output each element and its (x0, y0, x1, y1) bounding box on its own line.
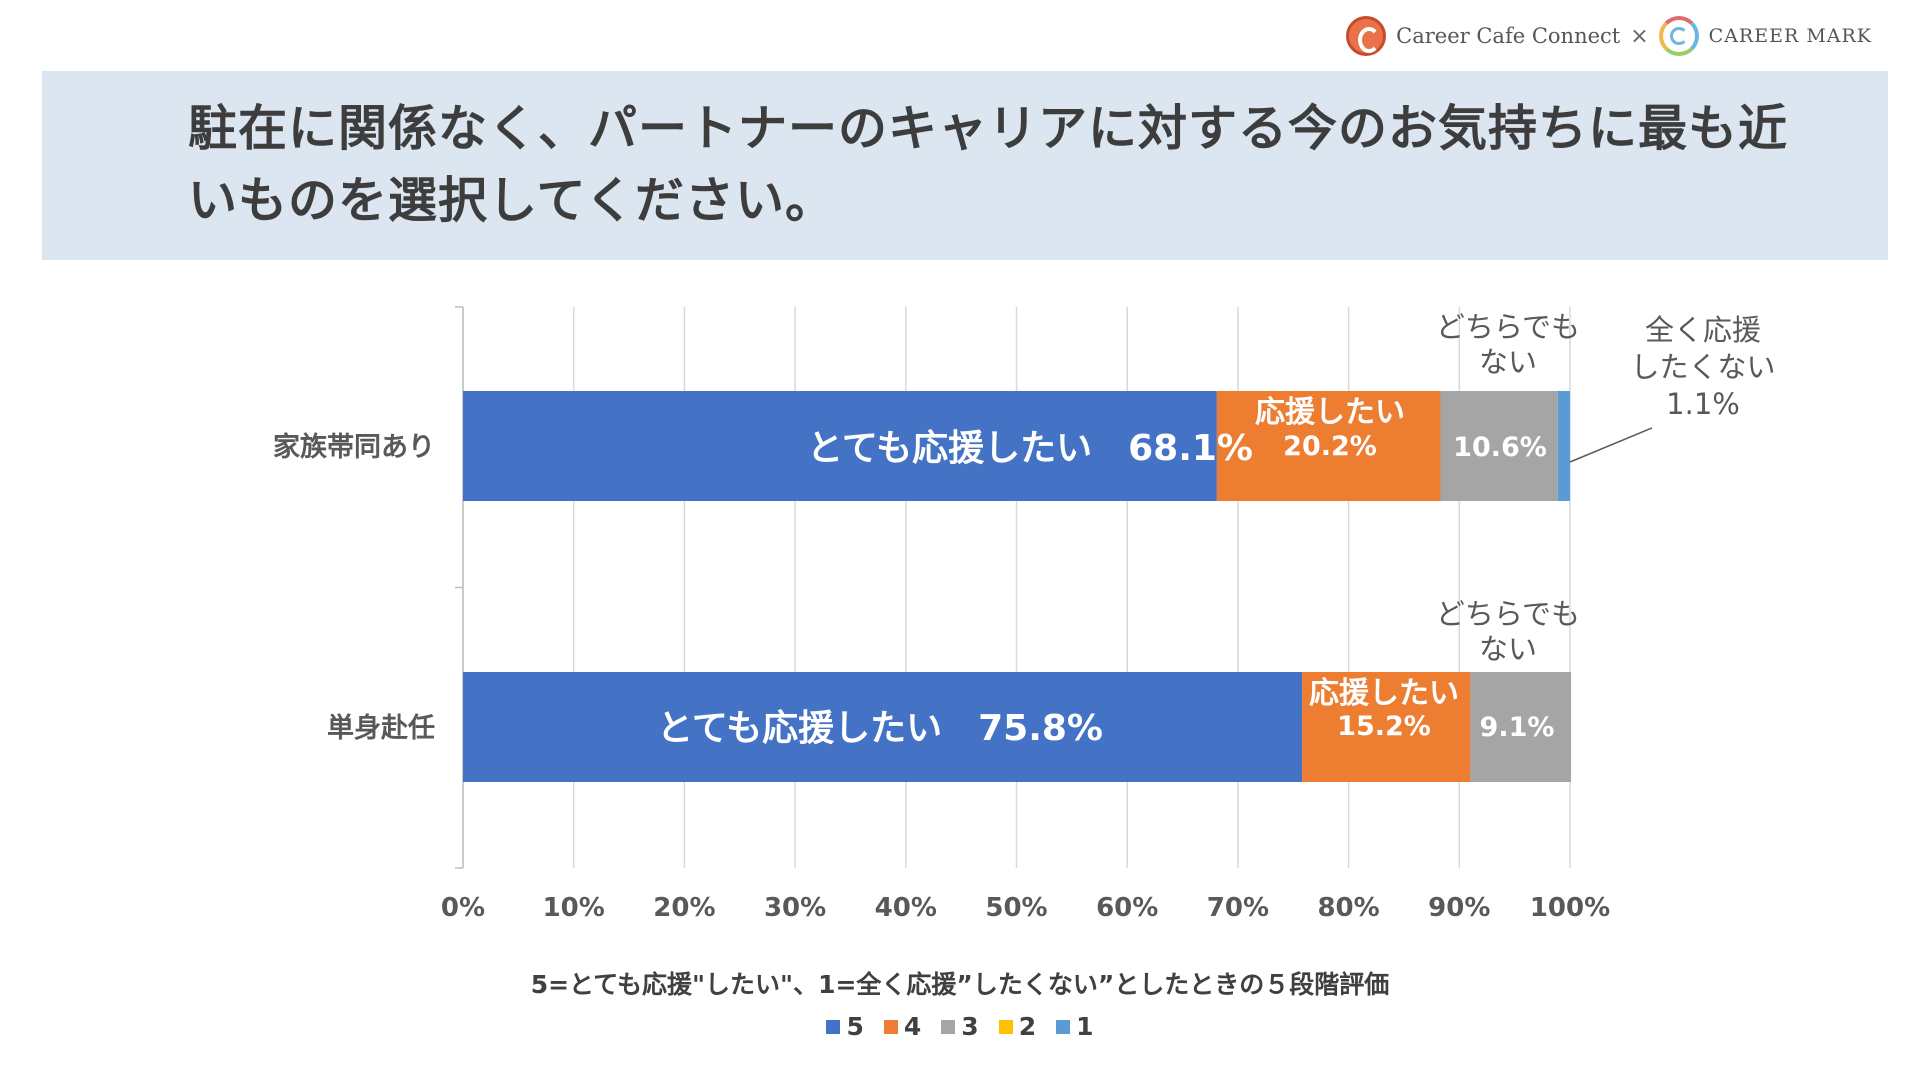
x-tick-label: 30% (764, 893, 826, 923)
data-label-4-value: 15.2% (1337, 711, 1431, 742)
bar-segment-4 (1216, 391, 1441, 501)
brand-left-name: Career Cafe Connect (1396, 24, 1621, 48)
data-label-5: とても応援したい 75.8% (657, 708, 1103, 749)
data-label-4-name: 応援したい (1255, 395, 1405, 430)
bar-segment-3 (1470, 672, 1572, 782)
bar-segment-1 (1557, 391, 1570, 501)
legend-swatch (1056, 1019, 1071, 1034)
bar-segment-3 (1440, 391, 1558, 501)
x-tick-label: 50% (985, 893, 1047, 923)
x-tick-label: 0% (441, 893, 485, 923)
callout-3-line2: ない (1479, 345, 1537, 379)
brand-separator: × (1630, 23, 1649, 49)
callout-3-line1: どちらでも (1436, 597, 1580, 631)
legend-item-2: 2 (998, 1012, 1037, 1041)
x-tick-label: 20% (653, 893, 715, 923)
callout-3-line2: ない (1479, 632, 1537, 666)
legend-swatch (941, 1019, 956, 1034)
x-tick-label: 60% (1096, 893, 1158, 923)
callout-1-line1: 全く応援 (1645, 313, 1761, 347)
data-label-3-value: 9.1% (1480, 712, 1555, 743)
data-label-3-value: 10.6% (1453, 432, 1547, 463)
x-tick-label: 90% (1428, 893, 1490, 923)
brand-right-name: CAREER MARK (1708, 25, 1872, 47)
legend-swatch (883, 1019, 898, 1034)
legend-item-1: 1 (1056, 1012, 1094, 1041)
x-tick-label: 70% (1207, 893, 1269, 923)
legend-swatch (826, 1019, 841, 1034)
callout-1-line2: したくない (1630, 350, 1775, 384)
x-axis-caption: 5=とても応援"したい"、1=全く応援”したくない”としたときの５段階評価 (530, 970, 1390, 999)
x-tick-label: 80% (1317, 893, 1379, 923)
callout-1-leader (1569, 427, 1653, 463)
x-tick-label: 10% (543, 893, 605, 923)
legend-label: 5 (846, 1012, 864, 1041)
legend-label: 4 (903, 1012, 922, 1041)
career-cafe-connect-logo-icon (1346, 16, 1387, 56)
title-banner: 駐在に関係なく、パートナーのキャリアに対する今のお気持ちに最も近いものを選択して… (42, 71, 1888, 260)
data-label-4-name: 応援したい (1309, 676, 1459, 711)
brand-logos: Career Cafe Connect × CAREER MARK (1346, 12, 1872, 60)
category-label: 単身赴任 (327, 712, 435, 744)
bar-segment-5 (463, 672, 1303, 782)
legend-item-5: 5 (826, 1012, 864, 1041)
career-mark-logo-icon (1658, 16, 1699, 56)
chart-legend: 5 4 3 2 1 (0, 1012, 1920, 1041)
bar-segment-5 (463, 391, 1217, 501)
callout-3-line1: どちらでも (1436, 310, 1580, 344)
legend-label: 1 (1076, 1012, 1094, 1041)
x-tick-label: 100% (1530, 893, 1610, 923)
legend-label: 3 (961, 1012, 979, 1041)
category-label: 家族帯同あり (273, 431, 435, 463)
data-label-5: とても応援したい 68.1% (807, 428, 1253, 469)
legend-item-3: 3 (941, 1012, 979, 1041)
x-tick-label: 40% (875, 893, 937, 923)
legend-swatch (998, 1019, 1013, 1034)
data-label-4-value: 20.2% (1283, 431, 1377, 462)
callout-1-line3: 1.1% (1666, 387, 1740, 421)
chart-title: 駐在に関係なく、パートナーのキャリアに対する今のお気持ちに最も近いものを選択して… (188, 100, 1789, 229)
bar-segment-4 (1302, 672, 1471, 782)
legend-label: 2 (1018, 1012, 1037, 1041)
legend-item-4: 4 (883, 1012, 922, 1041)
